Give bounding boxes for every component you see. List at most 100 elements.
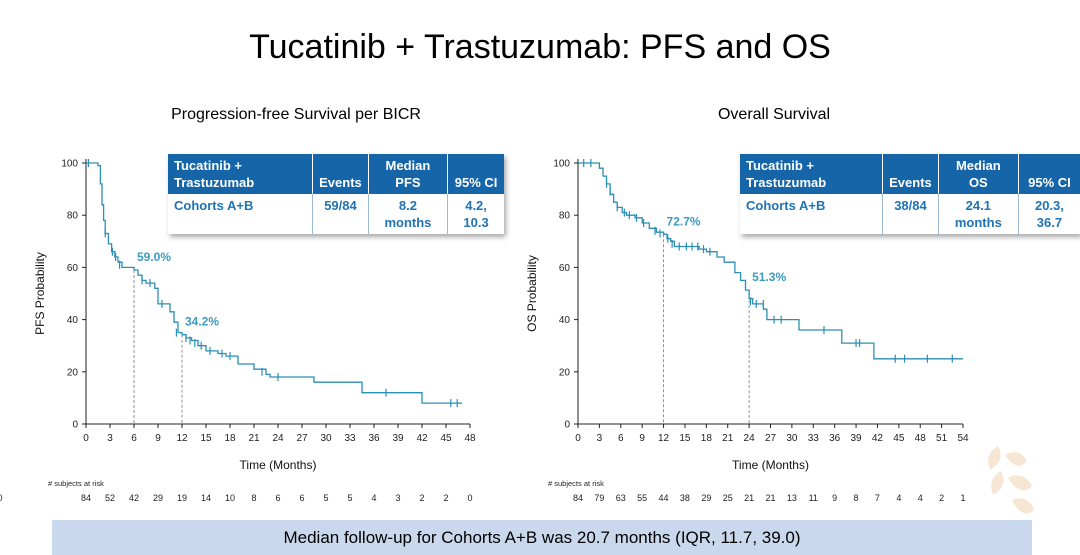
os-at-risk-count: 63 bbox=[616, 493, 626, 503]
table-header-arm: Tucatinib + Trastuzumab bbox=[740, 154, 884, 194]
os-x-tick-label: 51 bbox=[936, 433, 948, 444]
os-at-risk-count: 7 bbox=[875, 493, 880, 503]
pfs-y-axis-label: PFS Probability bbox=[33, 252, 47, 335]
os-x-tick-label: 36 bbox=[829, 433, 841, 444]
table-header-row: Tucatinib + Trastuzumab Events Median OS… bbox=[740, 154, 1080, 194]
pfs-at-risk-count: 4 bbox=[371, 493, 376, 503]
os-x-tick-label: 54 bbox=[957, 433, 969, 444]
table-cell-cohort: Cohorts A+B bbox=[740, 194, 884, 234]
os-chart-title: Overall Survival bbox=[717, 106, 831, 123]
os-x-axis-label: Time (Months) bbox=[732, 458, 809, 472]
pfs-at-risk-count: 6 bbox=[275, 493, 280, 503]
os-y-tick-label: 40 bbox=[559, 315, 571, 326]
pfs-x-tick-label: 27 bbox=[296, 433, 308, 444]
pfs-x-tick-label: 12 bbox=[176, 433, 188, 444]
os-y-tick-label: 20 bbox=[559, 367, 571, 378]
pfs-x-tick-label: 0 bbox=[83, 433, 89, 444]
os-at-risk-count: 13 bbox=[787, 493, 797, 503]
os-x-tick-label: 15 bbox=[679, 433, 691, 444]
os-median-label: 72.7% bbox=[667, 214, 701, 228]
os-x-tick-label: 21 bbox=[722, 433, 734, 444]
os-at-risk-count: 84 bbox=[573, 493, 583, 503]
slide-title: Tucatinib + Trastuzumab: PFS and OS bbox=[249, 28, 831, 66]
os-at-risk-count: 55 bbox=[637, 493, 647, 503]
table-header-ci: 95% CI bbox=[1018, 154, 1080, 194]
pfs-at-risk-count: 29 bbox=[153, 493, 163, 503]
table-header-arm: Tucatinib + Trastuzumab bbox=[168, 154, 314, 194]
os-median-label: 51.3% bbox=[752, 270, 786, 284]
pfs-at-risk-count: 84 bbox=[81, 493, 91, 503]
os-y-tick-label: 60 bbox=[559, 263, 571, 274]
pfs-x-tick-label: 21 bbox=[248, 433, 260, 444]
logo-watermark-leaf bbox=[991, 471, 1004, 495]
os-y-axis-label: OS Probability bbox=[525, 255, 539, 332]
pfs-chart-title: Progression-free Survival per BICR bbox=[171, 106, 421, 123]
os-y-tick-label: 0 bbox=[564, 420, 570, 431]
pfs-y-tick-label: 0 bbox=[72, 420, 78, 431]
pfs-at-risk-label: # subjects at risk bbox=[48, 479, 104, 488]
os-at-risk-count: 1 bbox=[960, 493, 965, 503]
logo-watermark-leaf bbox=[1012, 498, 1034, 514]
os-at-risk-count: 9 bbox=[832, 493, 837, 503]
os-x-tick-label: 18 bbox=[701, 433, 713, 444]
os-at-risk-count: 8 bbox=[854, 493, 859, 503]
pfs-y-tick-label: 40 bbox=[67, 315, 79, 326]
logo-watermark-leaf bbox=[988, 446, 1001, 470]
pfs-x-axis-label: Time (Months) bbox=[240, 458, 317, 472]
pfs-x-tick-label: 18 bbox=[224, 433, 236, 444]
logo-watermark-leaf bbox=[1005, 452, 1027, 466]
table-cell-events: 38/84 bbox=[882, 194, 939, 234]
pfs-x-tick-label: 42 bbox=[416, 433, 428, 444]
pfs-y-tick-label: 20 bbox=[67, 367, 79, 378]
os-x-tick-label: 45 bbox=[893, 433, 905, 444]
pfs-at-risk-count: 3 bbox=[395, 493, 400, 503]
os-at-risk-label: # subjects at risk bbox=[548, 479, 604, 488]
table-header-median: Median PFS bbox=[368, 154, 449, 194]
pfs-x-tick-label: 9 bbox=[155, 433, 161, 444]
os-at-risk-count: 21 bbox=[765, 493, 775, 503]
os-y-tick-label: 100 bbox=[553, 159, 570, 170]
os-x-tick-label: 33 bbox=[808, 433, 820, 444]
table-cell-cohort: Cohorts A+B bbox=[168, 194, 314, 234]
pfs-x-tick-label: 33 bbox=[344, 433, 356, 444]
os-x-tick-label: 9 bbox=[639, 433, 645, 444]
table-cell-median: 24.1 months bbox=[938, 194, 1019, 234]
pfs-x-tick-label: 3 bbox=[107, 433, 113, 444]
table-cell-ci: 20.3, 36.7 bbox=[1034, 198, 1064, 230]
pfs-x-tick-label: 39 bbox=[392, 433, 404, 444]
os-x-tick-label: 3 bbox=[597, 433, 603, 444]
table-header-events: Events bbox=[312, 154, 369, 194]
pfs-at-risk-count: 52 bbox=[105, 493, 115, 503]
pfs-x-tick-label: 15 bbox=[200, 433, 212, 444]
os-at-risk-count: 4 bbox=[918, 493, 923, 503]
pfs-at-risk-count: 19 bbox=[177, 493, 187, 503]
pfs-at-risk-count: 14 bbox=[201, 493, 211, 503]
os-x-tick-label: 24 bbox=[744, 433, 756, 444]
pfs-at-risk-count: 42 bbox=[129, 493, 139, 503]
pfs-at-risk-count: 8 bbox=[251, 493, 256, 503]
table-cell-ci: 4.2, 10.3 bbox=[463, 198, 489, 230]
pfs-at-risk-count: 0 bbox=[467, 493, 472, 503]
logo-watermark-leaf bbox=[1008, 475, 1032, 491]
os-at-risk-count: 25 bbox=[723, 493, 733, 503]
pfs-median-label: 59.0% bbox=[137, 250, 171, 264]
os-x-tick-label: 6 bbox=[618, 433, 624, 444]
pfs-at-risk-count: 10 bbox=[225, 493, 235, 503]
os-at-risk-count: 2 bbox=[939, 493, 944, 503]
os-at-risk-count: 0 bbox=[0, 493, 3, 503]
pfs-at-risk-count: 2 bbox=[419, 493, 424, 503]
pfs-y-tick-label: 80 bbox=[67, 211, 79, 222]
os-at-risk-count: 21 bbox=[744, 493, 754, 503]
os-at-risk-count: 4 bbox=[896, 493, 901, 503]
table-header-ci: 95% CI bbox=[447, 154, 504, 194]
os-survival-curve bbox=[578, 162, 963, 360]
os-y-tick-label: 80 bbox=[559, 211, 571, 222]
pfs-at-risk-count: 5 bbox=[323, 493, 328, 503]
footer-bar: Median follow-up for Cohorts A+B was 20.… bbox=[52, 520, 1032, 555]
pfs-y-tick-label: 100 bbox=[61, 159, 78, 170]
table-cell-events: 59/84 bbox=[312, 194, 369, 234]
pfs-x-tick-label: 45 bbox=[440, 433, 452, 444]
pfs-survival-curve bbox=[86, 162, 462, 404]
pfs-x-tick-label: 24 bbox=[272, 433, 284, 444]
